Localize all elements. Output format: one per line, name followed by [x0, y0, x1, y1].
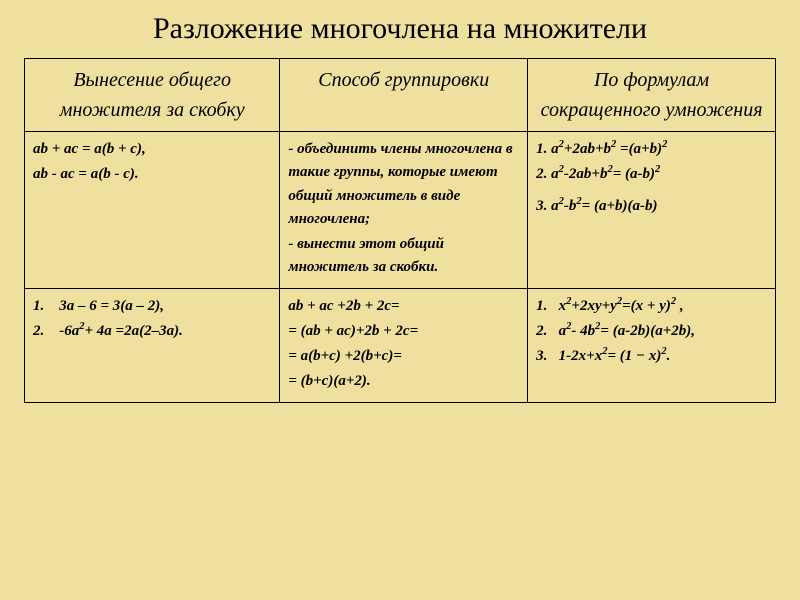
factorization-table: Вынесение общего множителя за скобку Спо…: [24, 58, 776, 403]
description-line: - объединить члены многочлена в такие гр…: [288, 138, 519, 231]
header-col2: Способ группировки: [280, 59, 528, 132]
description-line: - вынести этот общий множитель за скобки…: [288, 233, 519, 280]
cell-r2-c1: ab + ac = a(b + c), ab - ac = a(b - c).: [25, 132, 280, 289]
example-line: 1. 3a – 6 = 3(a – 2),: [33, 295, 271, 318]
example-line: = (ab + ac)+2b + 2c=: [288, 320, 519, 343]
slide: Разложение многочлена на множители Вынес…: [0, 0, 800, 600]
identity-line: 2. a2-2ab+b2= (a-b)2: [536, 163, 767, 186]
identity-line: 1. a2+2ab+b2 =(a+b)2: [536, 138, 767, 161]
cell-r3-c1: 1. 3a – 6 = 3(a – 2), 2. -6a2+ 4a =2a(2–…: [25, 288, 280, 402]
example-line: = a(b+c) +2(b+c)=: [288, 345, 519, 368]
header-col3: По формулам сокращенного умножения: [528, 59, 776, 132]
example-line: = (b+c)(a+2).: [288, 370, 519, 393]
slide-title: Разложение многочлена на множители: [24, 12, 776, 46]
example-line: 2. a2- 4b2= (a-2b)(a+2b),: [536, 320, 767, 343]
cell-r2-c2: - объединить члены многочлена в такие гр…: [280, 132, 528, 289]
example-line: 1. x2+2xy+y2=(x + y)2 ,: [536, 295, 767, 318]
header-col1: Вынесение общего множителя за скобку: [25, 59, 280, 132]
formula-line: ab - ac = a(b - c).: [33, 163, 271, 186]
table-header-row: Вынесение общего множителя за скобку Спо…: [25, 59, 776, 132]
formula-line: ab + ac = a(b + c),: [33, 138, 271, 161]
cell-r3-c3: 1. x2+2xy+y2=(x + y)2 , 2. a2- 4b2= (a-2…: [528, 288, 776, 402]
example-line: 3. 1-2x+x2= (1 − x)2.: [536, 345, 767, 368]
table-row-examples: 1. 3a – 6 = 3(a – 2), 2. -6a2+ 4a =2a(2–…: [25, 288, 776, 402]
cell-r2-c3: 1. a2+2ab+b2 =(a+b)2 2. a2-2ab+b2= (a-b)…: [528, 132, 776, 289]
example-line: 2. -6a2+ 4a =2a(2–3a).: [33, 320, 271, 343]
table-row-formulas: ab + ac = a(b + c), ab - ac = a(b - c). …: [25, 132, 776, 289]
cell-r3-c2: ab + ac +2b + 2c= = (ab + ac)+2b + 2c= =…: [280, 288, 528, 402]
identity-line: 3. a2-b2= (a+b)(a-b): [536, 195, 767, 218]
example-line: ab + ac +2b + 2c=: [288, 295, 519, 318]
